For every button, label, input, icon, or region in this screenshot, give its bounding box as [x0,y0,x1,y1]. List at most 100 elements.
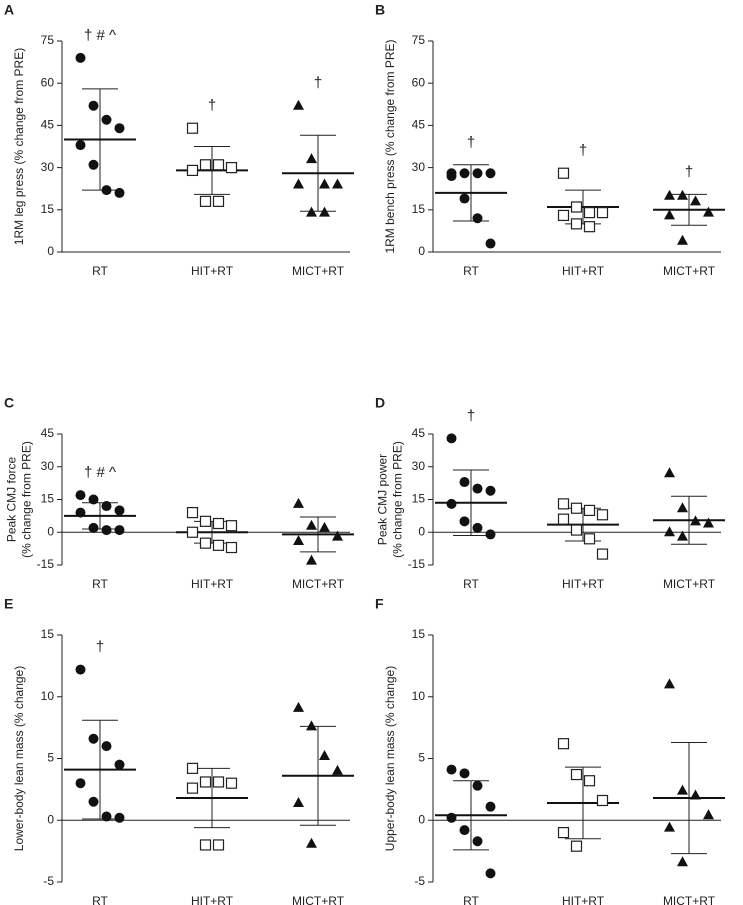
x-tick-label: RT [463,577,479,591]
y-axis-title: (% change from PRE) [391,441,405,558]
data-point [212,159,225,171]
data-point [186,122,199,134]
y-axis-title: Upper-body lean mass (% change) [383,666,397,851]
data-point [88,100,99,111]
y-tick-label: 75 [41,33,55,47]
data-point [186,762,199,774]
data-point [199,839,212,851]
y-tick-label: 0 [418,244,425,258]
data-point [88,159,99,170]
data-point [212,539,225,551]
x-tick-label: RT [92,577,108,591]
data-point [570,201,583,213]
data-point [225,162,238,174]
y-tick-label: 5 [418,751,425,765]
data-point [332,178,343,189]
y-tick-label: -15 [408,557,426,571]
data-point [570,840,583,852]
annotation: † # ^ [84,27,116,44]
data-point [690,515,701,526]
annotation: † [467,134,475,151]
panel-label: C [4,395,14,411]
x-tick-label: HIT+RT [191,894,234,905]
y-tick-label: 30 [412,160,426,174]
data-point [596,207,609,219]
data-point [596,548,609,560]
data-point [557,513,570,525]
data-point [472,483,483,494]
data-point [319,178,330,189]
data-point [677,189,688,200]
data-point [664,526,675,537]
data-point [186,164,199,177]
y-tick-label: -5 [414,874,425,888]
data-point [664,209,675,220]
y-tick-label: 10 [41,689,55,703]
data-point [472,522,483,533]
annotation: † [579,142,587,159]
y-tick-label: 30 [412,459,426,473]
data-point [485,485,496,496]
y-tick-label: 0 [47,524,54,538]
data-point [485,529,496,540]
data-point [459,477,470,488]
data-point [75,52,86,63]
data-point [101,501,112,512]
data-point [332,764,343,775]
data-point [114,123,125,134]
data-point [557,738,570,750]
data-point [570,502,583,514]
data-point [485,168,496,179]
data-point [199,159,212,171]
data-point [75,140,86,151]
data-point [459,825,470,836]
data-point [114,505,125,516]
x-tick-label: MICT+RT [292,264,345,278]
y-tick-label: 75 [412,33,426,47]
data-point [101,114,112,125]
panel-label: E [4,596,13,612]
panel-label: B [375,2,385,18]
data-point [225,777,238,789]
data-point [446,812,457,823]
data-point [225,520,238,532]
data-point [583,775,596,787]
y-tick-label: 45 [41,118,55,132]
data-point [306,720,317,731]
data-point [664,678,675,689]
data-point [75,507,86,518]
y-tick-label: 45 [412,426,426,440]
data-point [101,811,112,822]
x-tick-label: RT [92,264,108,278]
data-point [186,782,199,794]
data-point [186,526,199,538]
y-axis-title: 1RM leg press (% change from PRE) [12,48,26,245]
y-tick-label: 15 [412,202,426,216]
data-point [557,826,570,839]
data-point [472,780,483,791]
x-tick-label: MICT+RT [292,577,345,591]
data-point [583,221,596,233]
y-axis-title: Peak CMJ force [5,456,19,542]
data-point [459,768,470,779]
y-tick-label: 15 [412,627,426,641]
panel-label: A [4,2,14,18]
data-point [472,836,483,847]
data-point [101,185,112,196]
y-tick-label: 60 [41,75,55,89]
y-tick-label: 45 [412,118,426,132]
data-point [212,195,225,207]
data-point [446,764,457,775]
y-axis-title: 1RM bench press (% change from PRE) [383,39,397,253]
y-tick-label: 15 [41,492,55,506]
data-point [485,801,496,812]
data-point [664,467,675,478]
data-point [459,516,470,527]
data-point [114,759,125,770]
x-tick-label: MICT+RT [292,894,345,905]
data-point [557,209,570,222]
data-point [306,206,317,217]
data-point [703,809,714,820]
x-tick-label: MICT+RT [663,894,716,905]
data-point [212,517,225,530]
